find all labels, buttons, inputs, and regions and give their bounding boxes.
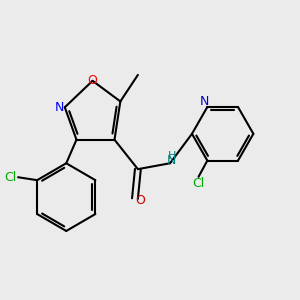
Text: Cl: Cl xyxy=(192,177,205,190)
Text: Cl: Cl xyxy=(4,171,16,184)
Text: O: O xyxy=(135,194,145,207)
Text: H: H xyxy=(168,151,177,161)
Text: N: N xyxy=(55,101,64,114)
Text: N: N xyxy=(200,94,209,108)
Text: N: N xyxy=(167,154,176,167)
Text: O: O xyxy=(88,74,98,87)
